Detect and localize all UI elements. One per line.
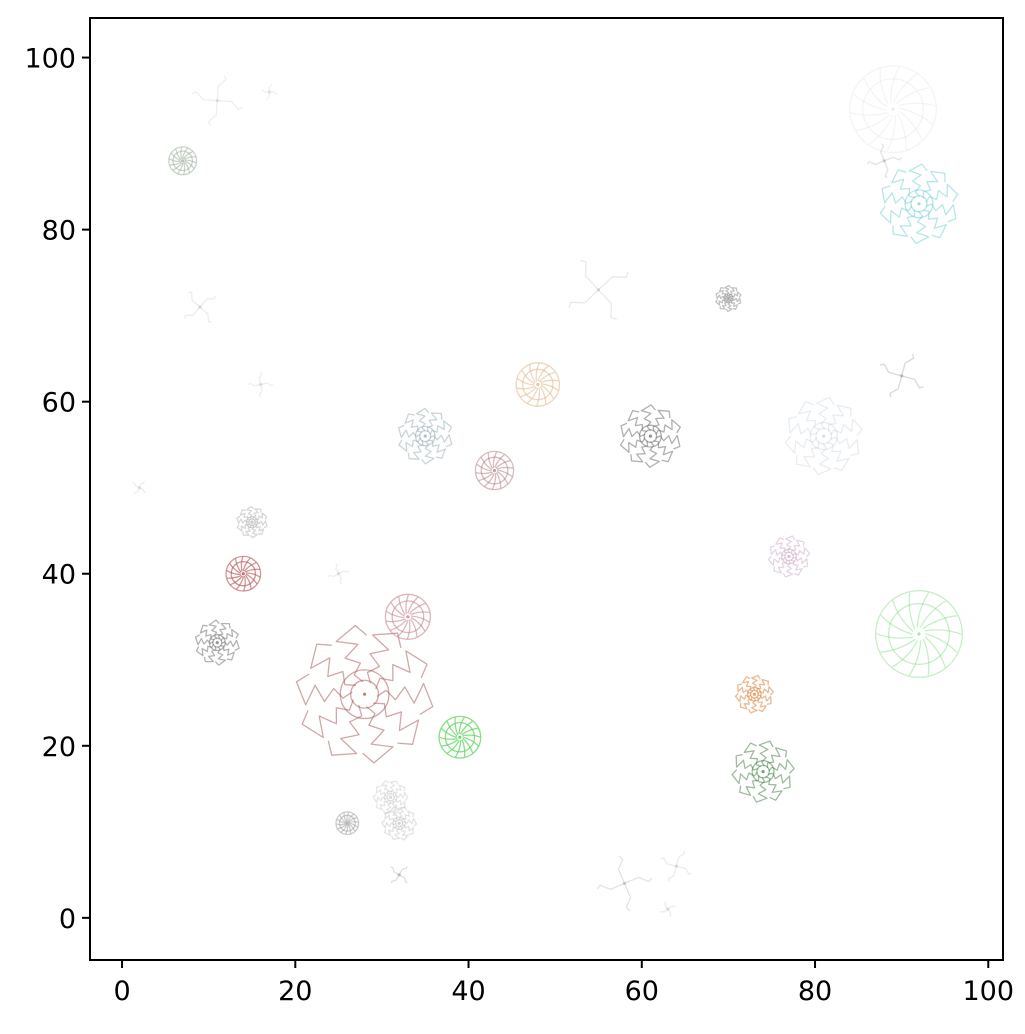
x-tick-label: 60 bbox=[625, 976, 659, 1007]
data-point bbox=[515, 362, 561, 407]
data-point bbox=[731, 740, 795, 803]
y-tick-label: 80 bbox=[42, 216, 76, 247]
data-point bbox=[715, 284, 742, 313]
data-point bbox=[133, 481, 146, 495]
data-point bbox=[875, 590, 963, 678]
data-point bbox=[879, 354, 924, 398]
data-point bbox=[194, 619, 240, 666]
y-tick-label: 20 bbox=[42, 732, 76, 763]
x-tick-label: 40 bbox=[451, 976, 485, 1007]
data-point bbox=[335, 811, 360, 836]
data-point bbox=[372, 780, 409, 815]
x-tick-label: 0 bbox=[113, 976, 130, 1007]
x-axis: 0 20 40 60 80 100 bbox=[113, 960, 1014, 1007]
data-point bbox=[390, 866, 408, 884]
data-point bbox=[660, 850, 693, 882]
x-tick-label: 20 bbox=[278, 976, 312, 1007]
data-point bbox=[248, 371, 274, 398]
data-point bbox=[767, 535, 811, 578]
data-point bbox=[474, 450, 515, 491]
data-point bbox=[438, 715, 482, 759]
data-point bbox=[384, 593, 432, 640]
data-point bbox=[328, 563, 350, 585]
x-tick-label: 100 bbox=[963, 976, 1015, 1007]
data-point bbox=[568, 259, 629, 320]
data-point bbox=[192, 75, 243, 126]
plot-frame bbox=[89, 17, 1004, 961]
data-point bbox=[596, 855, 653, 912]
data-point bbox=[619, 404, 681, 468]
y-tick-label: 40 bbox=[42, 560, 76, 591]
x-tick-label: 80 bbox=[798, 976, 832, 1007]
data-point bbox=[398, 407, 453, 465]
data-point bbox=[381, 805, 418, 841]
data-point bbox=[866, 143, 902, 179]
data-point bbox=[236, 505, 268, 539]
data-point bbox=[879, 163, 959, 245]
data-point bbox=[168, 146, 198, 176]
data-point bbox=[660, 901, 676, 917]
y-axis: 0 20 40 60 80 100 bbox=[24, 44, 90, 935]
y-tick-label: 60 bbox=[42, 388, 76, 419]
data-point bbox=[849, 65, 937, 154]
glyph-layer bbox=[133, 65, 963, 917]
data-point bbox=[295, 624, 434, 764]
y-tick-label: 100 bbox=[24, 44, 76, 75]
y-tick-label: 0 bbox=[59, 904, 76, 935]
data-point bbox=[184, 291, 216, 323]
data-point bbox=[734, 674, 774, 714]
data-point bbox=[261, 83, 278, 101]
data-point bbox=[784, 396, 863, 476]
data-point bbox=[225, 555, 262, 592]
